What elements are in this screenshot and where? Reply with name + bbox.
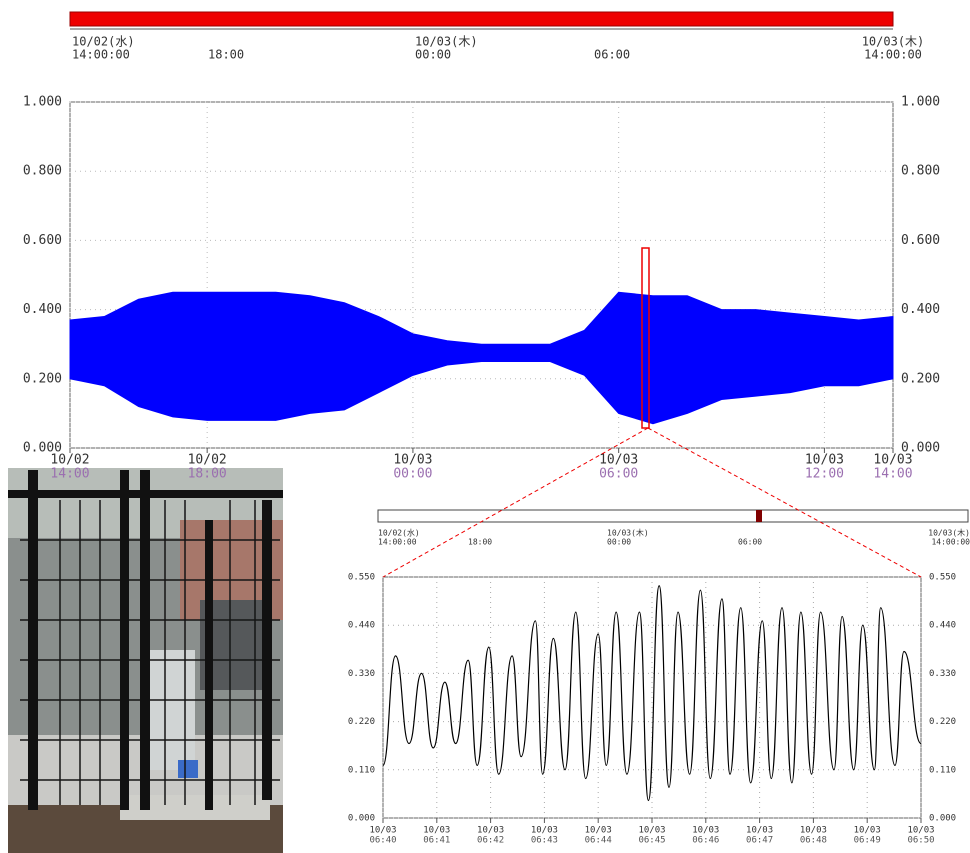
selection-box xyxy=(641,247,650,429)
x-tick-label: 10/03 xyxy=(805,453,844,468)
x-tick-label: 10/03 xyxy=(907,826,934,836)
y-tick-label: 0.330 xyxy=(929,669,956,679)
timeline-label: 06:00 xyxy=(594,48,630,62)
timeline-label: 18:00 xyxy=(208,48,244,62)
y-tick-label: 0.330 xyxy=(348,669,375,679)
timeline-label: 14:00:00 xyxy=(378,538,417,547)
x-tick-label: 10/03 xyxy=(423,826,450,836)
y-tick-label: 0.550 xyxy=(929,573,956,583)
y-tick-label: 1.000 xyxy=(901,95,940,110)
y-tick-label: 0.400 xyxy=(23,302,62,317)
x-tick-label: 18:00 xyxy=(188,467,227,482)
timeline-label: 14:00:00 xyxy=(931,538,970,547)
x-tick-label: 10/03 xyxy=(854,826,881,836)
y-tick-label: 0.220 xyxy=(929,717,956,727)
x-tick-label: 06:49 xyxy=(854,836,881,846)
x-tick-label: 06:47 xyxy=(746,836,773,846)
x-tick-label: 12:00 xyxy=(805,467,844,482)
x-tick-label: 10/03 xyxy=(873,453,912,468)
x-tick-label: 06:42 xyxy=(477,836,504,846)
x-tick-label: 06:43 xyxy=(531,836,558,846)
x-tick-label: 10/03 xyxy=(746,826,773,836)
y-tick-label: 1.000 xyxy=(23,95,62,110)
x-tick-label: 10/03 xyxy=(800,826,827,836)
y-tick-label: 0.000 xyxy=(901,441,940,456)
range-marker xyxy=(756,510,762,522)
timeline-label: 18:00 xyxy=(468,538,492,547)
timeline-label: 10/03(木) xyxy=(415,35,478,49)
timeline-label: 10/02(水) xyxy=(72,35,135,49)
y-tick-label: 0.400 xyxy=(901,302,940,317)
timeline-label: 00:00 xyxy=(607,538,631,547)
timeline-label: 14:00:00 xyxy=(864,48,922,62)
x-tick-label: 10/03 xyxy=(585,826,612,836)
y-tick-label: 0.600 xyxy=(23,233,62,248)
y-tick-label: 0.000 xyxy=(929,814,956,824)
x-tick-label: 06:48 xyxy=(800,836,827,846)
y-tick-label: 0.110 xyxy=(348,765,375,775)
timeline-label: 10/03(木) xyxy=(862,35,925,49)
y-tick-label: 0.800 xyxy=(901,164,940,179)
timeline-label: 10/03(木) xyxy=(928,528,970,538)
x-tick-label: 14:00 xyxy=(50,467,89,482)
x-tick-label: 10/03 xyxy=(599,453,638,468)
x-tick-label: 10/03 xyxy=(531,826,558,836)
timeline-label: 10/02(水) xyxy=(378,528,420,538)
range-bar xyxy=(69,11,894,27)
y-tick-label: 0.600 xyxy=(901,233,940,248)
photo xyxy=(8,468,283,853)
timeline-label: 00:00 xyxy=(415,48,451,62)
x-tick-label: 10/03 xyxy=(638,826,665,836)
x-tick-label: 10/03 xyxy=(393,453,432,468)
y-tick-label: 0.220 xyxy=(348,717,375,727)
y-tick-label: 0.110 xyxy=(929,765,956,775)
y-tick-label: 0.200 xyxy=(23,371,62,386)
waveform-line xyxy=(382,585,922,802)
waveform-band xyxy=(69,291,894,425)
y-tick-label: 0.550 xyxy=(348,573,375,583)
x-tick-label: 14:00 xyxy=(873,467,912,482)
x-tick-label: 10/02 xyxy=(188,453,227,468)
y-tick-label: 0.000 xyxy=(348,814,375,824)
zoom-line xyxy=(382,427,649,578)
x-tick-label: 06:40 xyxy=(369,836,396,846)
x-tick-label: 06:45 xyxy=(638,836,665,846)
x-tick-label: 06:50 xyxy=(907,836,934,846)
range-bar xyxy=(377,509,969,523)
x-tick-label: 10/02 xyxy=(50,453,89,468)
timeline-label: 06:00 xyxy=(738,538,762,547)
y-tick-label: 0.000 xyxy=(23,441,62,456)
timeline-label: 10/03(木) xyxy=(607,528,649,538)
x-tick-label: 00:00 xyxy=(393,467,432,482)
y-tick-label: 0.440 xyxy=(929,621,956,631)
timeline-label: 14:00:00 xyxy=(72,48,130,62)
zoom-line xyxy=(647,427,922,578)
x-tick-label: 10/03 xyxy=(369,826,396,836)
x-tick-label: 06:00 xyxy=(599,467,638,482)
x-tick-label: 06:41 xyxy=(423,836,450,846)
x-tick-label: 06:44 xyxy=(585,836,612,846)
x-tick-label: 10/03 xyxy=(692,826,719,836)
y-tick-label: 0.800 xyxy=(23,164,62,179)
y-tick-label: 0.440 xyxy=(348,621,375,631)
x-tick-label: 10/03 xyxy=(477,826,504,836)
x-tick-label: 06:46 xyxy=(692,836,719,846)
y-tick-label: 0.200 xyxy=(901,371,940,386)
